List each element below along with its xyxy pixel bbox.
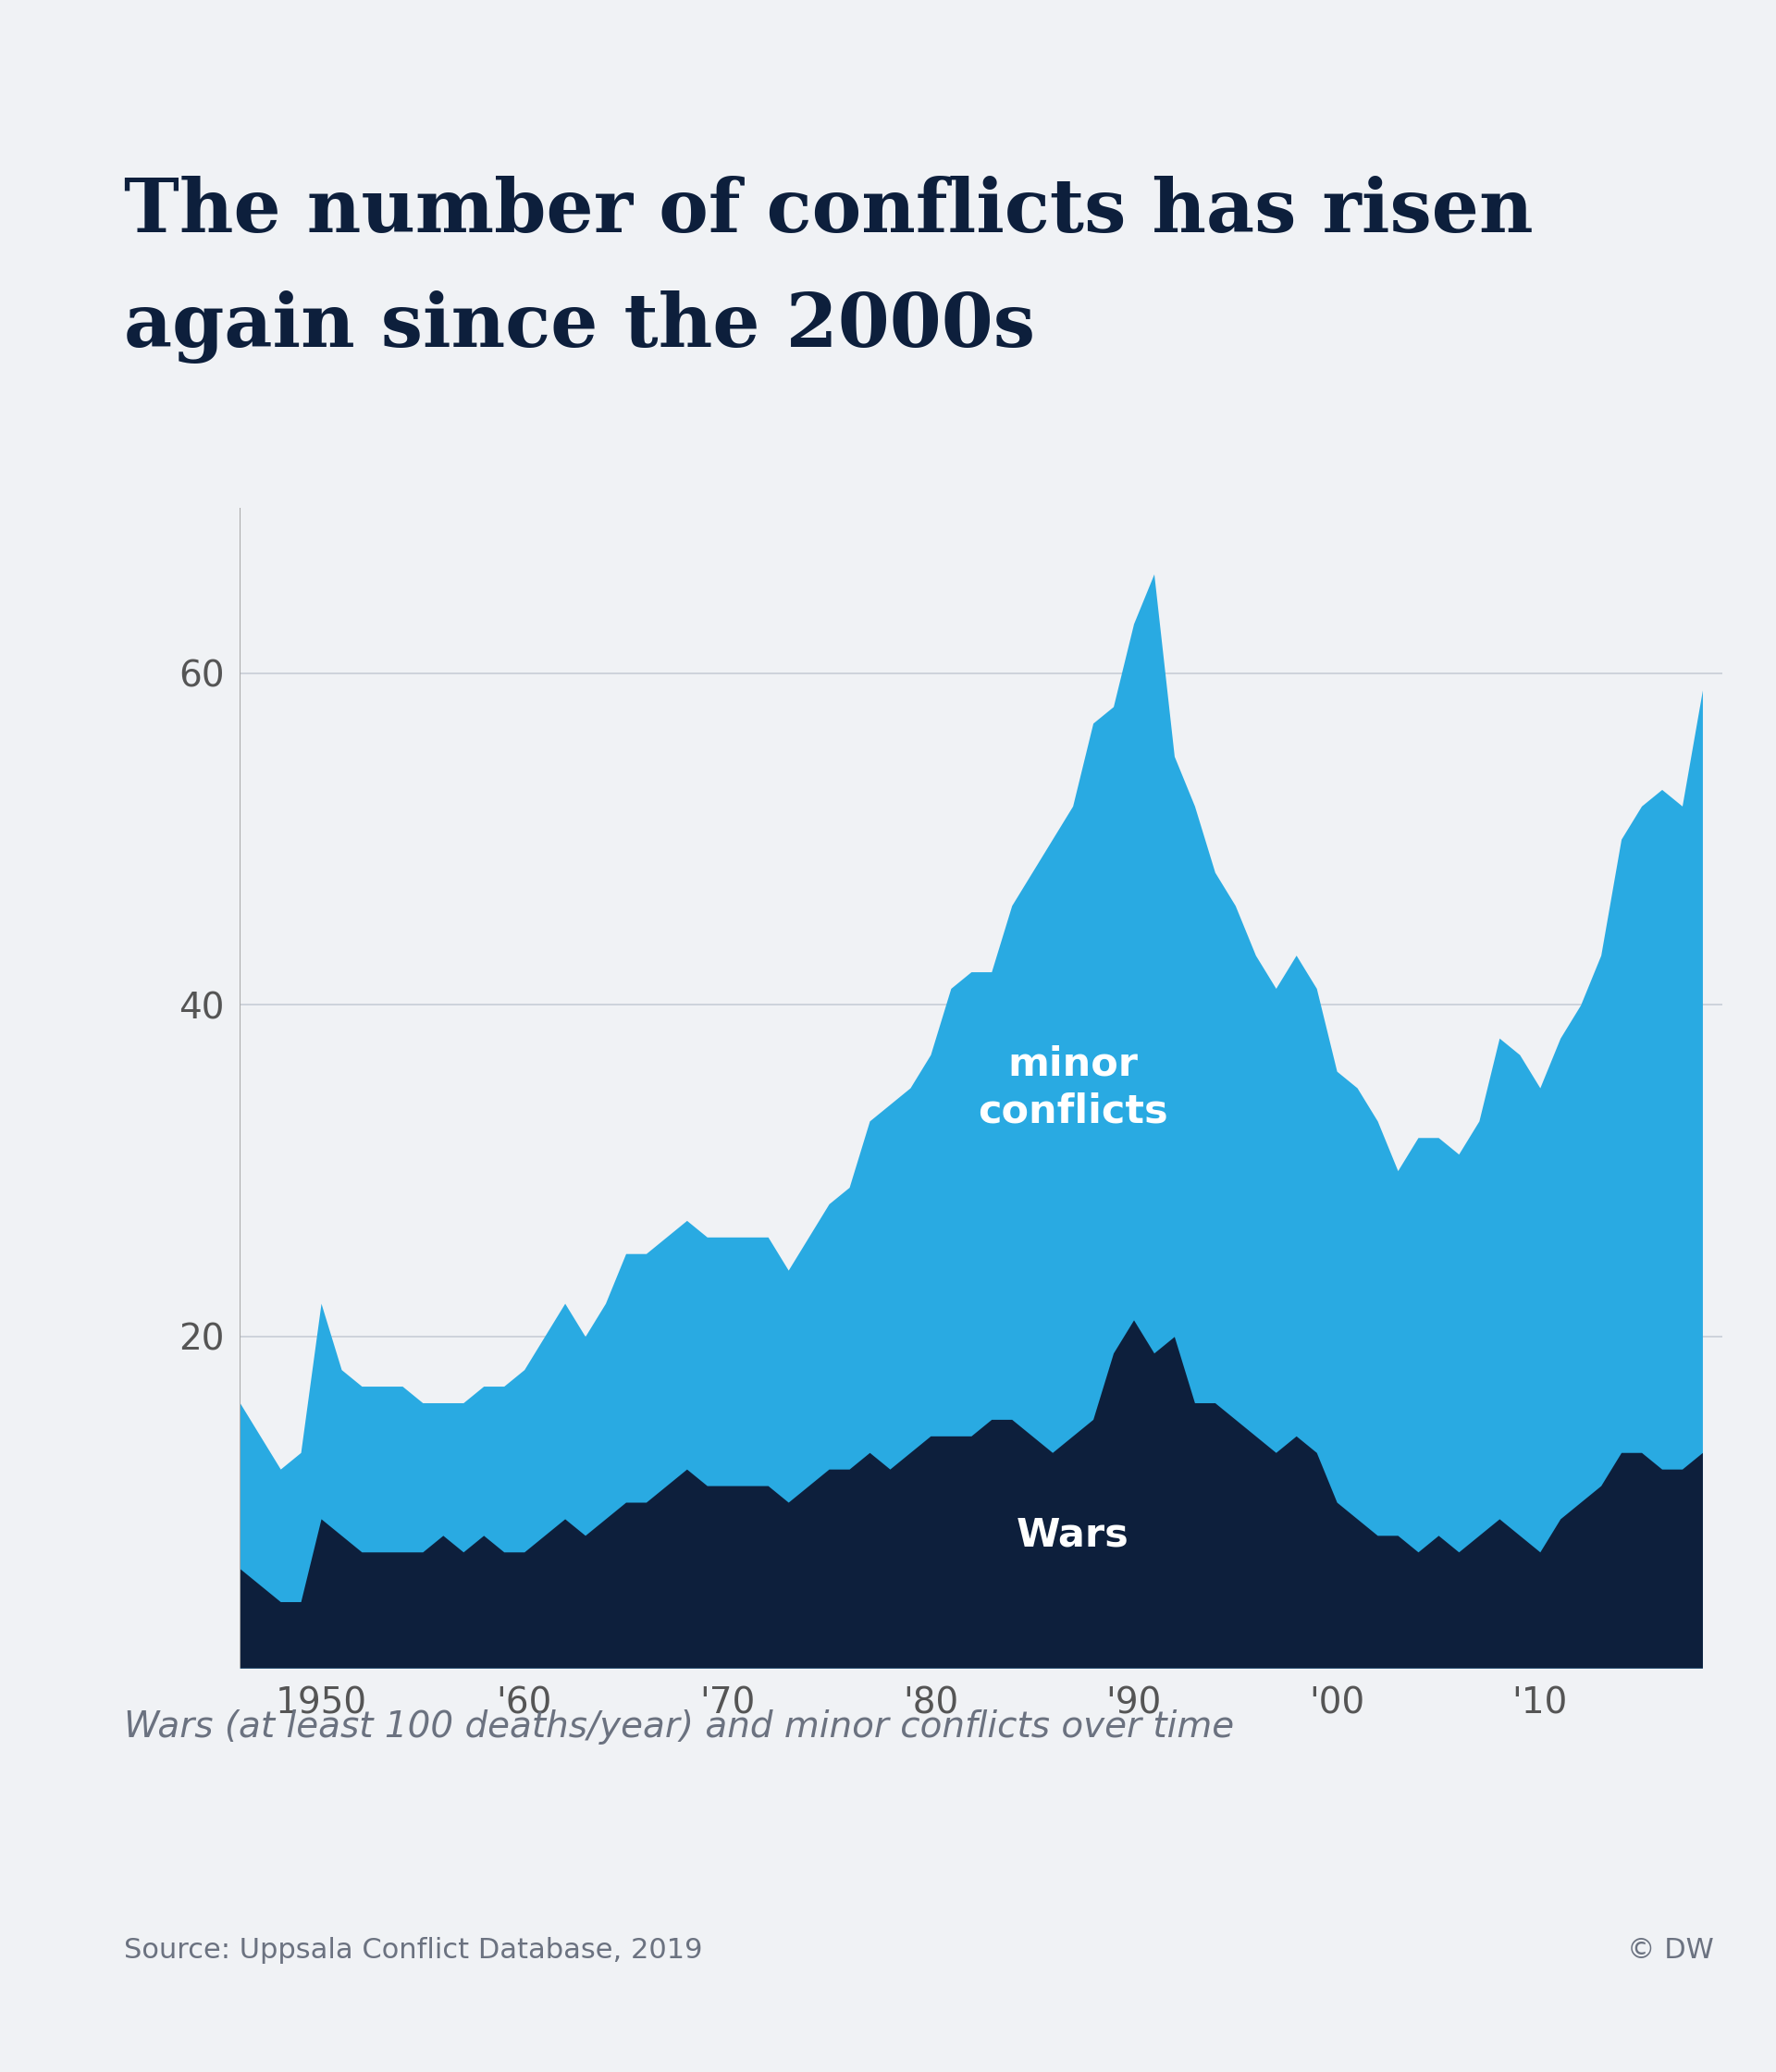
Text: Source: Uppsala Conflict Database, 2019: Source: Uppsala Conflict Database, 2019 bbox=[124, 1937, 703, 1964]
Text: Wars: Wars bbox=[1016, 1517, 1130, 1554]
Text: again since the 2000s: again since the 2000s bbox=[124, 290, 1035, 363]
Text: © DW: © DW bbox=[1627, 1937, 1714, 1964]
Text: minor
conflicts: minor conflicts bbox=[977, 1044, 1169, 1131]
Text: Wars (at least 100 deaths/year) and minor conflicts over time: Wars (at least 100 deaths/year) and mino… bbox=[124, 1709, 1234, 1745]
Text: The number of conflicts has risen: The number of conflicts has risen bbox=[124, 176, 1534, 249]
